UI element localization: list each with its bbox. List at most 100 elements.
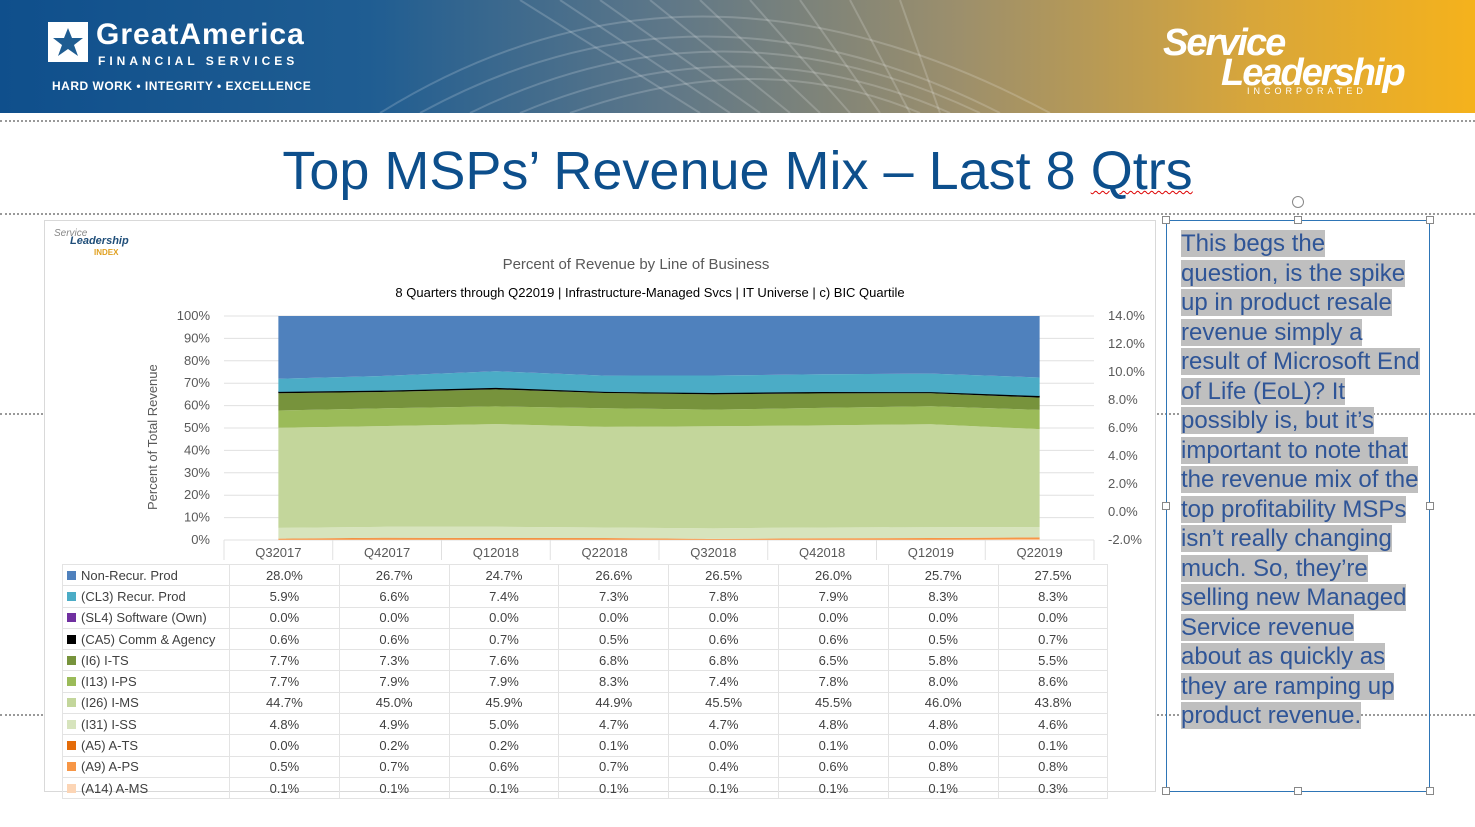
resize-handle[interactable] — [1426, 502, 1434, 510]
commentary-textbox[interactable]: This begs the question, is the spike up … — [1166, 220, 1430, 792]
table-cell: 45.0% — [338, 691, 450, 715]
table-cell: 7.7% — [229, 670, 340, 693]
table-cell: 7.6% — [448, 649, 560, 672]
table-cell: 46.0% — [887, 691, 999, 715]
sl-line1: Service — [1163, 22, 1286, 64]
table-cell: 0.4% — [668, 755, 779, 778]
table-row: (A5) A-TS 0.0% 0.2% 0.2% 0.1% 0.0% 0.1% 0.0% 0.1… — [62, 734, 1109, 757]
series-legend-key: (A5) A-TS — [62, 734, 230, 757]
table-cell: 28.0% — [229, 563, 340, 587]
table-row: Non-Recur. Prod 28.0% 26.7% 24.7% 26.6% 26.5%… — [62, 563, 1109, 587]
area-a14-a-ms — [278, 539, 1040, 540]
table-row: (I26) I-MS 44.7% 45.0% 45.9% 44.9% 45.5% 45.5%… — [62, 691, 1109, 715]
x-tick-label: Q12019 — [908, 545, 954, 560]
series-name: (CA5) Comm & Agency — [81, 631, 216, 647]
commentary-highlight: This begs the question, is the spike up … — [1181, 230, 1420, 729]
table-cell: 7.4% — [448, 585, 560, 608]
series-legend-key: (SL4) Software (Own) — [62, 606, 230, 629]
table-cell: 0.5% — [887, 627, 999, 651]
commentary-text: This begs the question, is the spike up … — [1181, 229, 1421, 731]
legend-swatch — [67, 570, 76, 580]
table-cell: 6.8% — [558, 649, 670, 672]
y2-tick-label: 2.0% — [1108, 476, 1138, 491]
table-cell: 0.1% — [997, 734, 1109, 757]
resize-handle[interactable] — [1162, 502, 1170, 510]
area-chart: 0% 10% 20% 30% 40% 50% 60% 70% 80% 90% 100% -2.0% 0.… — [177, 308, 1145, 560]
table-row: (SL4) Software (Own) 0.0% 0.0% 0.0% 0.0% 0.0%… — [62, 606, 1109, 629]
table-cell: 0.6% — [777, 627, 889, 651]
x-tick-label: Q12018 — [473, 545, 519, 560]
y-tick-label: 50% — [184, 420, 210, 435]
table-cell: 8.6% — [997, 670, 1109, 693]
y-tick-label: 100% — [177, 308, 211, 323]
banner-arc-pattern — [379, 0, 1051, 113]
series-legend-key: (I6) I-TS — [62, 649, 230, 672]
area-a5-a-ts — [278, 537, 1040, 539]
table-cell: 8.3% — [887, 585, 999, 608]
table-cell: 7.7% — [229, 649, 340, 672]
x-tick-label: Q22018 — [581, 545, 627, 560]
series-legend-key: (A9) A-PS — [62, 755, 230, 778]
table-cell: 4.8% — [777, 713, 889, 736]
y-tick-label: 90% — [184, 330, 210, 345]
series-name: Non-Recur. Prod — [81, 567, 178, 583]
table-cell: 0.2% — [338, 734, 450, 757]
area-a9-a-ps — [278, 537, 1040, 540]
table-cell: 0.6% — [229, 627, 340, 651]
table-cell: 0.5% — [229, 755, 340, 778]
area-i6-i-ts — [278, 389, 1040, 411]
resize-handle[interactable] — [1162, 216, 1170, 224]
table-cell: 8.3% — [997, 585, 1109, 608]
resize-handle[interactable] — [1426, 216, 1434, 224]
x-tick-label: Q42017 — [364, 545, 410, 560]
legend-swatch — [67, 698, 76, 708]
table-cell: 0.6% — [777, 755, 889, 778]
table-cell: 4.7% — [558, 713, 670, 736]
table-cell: 7.8% — [777, 670, 889, 693]
legend-swatch — [67, 634, 76, 644]
y2-tick-label: 10.0% — [1108, 364, 1145, 379]
legend-swatch — [67, 762, 76, 772]
table-cell: 7.4% — [668, 670, 779, 693]
table-cell: 43.8% — [997, 691, 1109, 715]
series-name: (I26) I-MS — [81, 695, 139, 711]
table-cell: 7.8% — [668, 585, 779, 608]
resize-handle[interactable] — [1162, 787, 1170, 795]
table-cell: 0.1% — [558, 776, 670, 800]
series-name: (I6) I-TS — [81, 652, 129, 668]
resize-handle[interactable] — [1294, 216, 1302, 224]
area-non-recur-prod — [278, 316, 1040, 379]
table-cell: 26.5% — [668, 563, 779, 587]
series-legend-key: (A14) A-MS — [62, 776, 230, 800]
y2-tick-label: 6.0% — [1108, 420, 1138, 435]
table-cell: 0.0% — [229, 734, 340, 757]
table-cell: 6.8% — [668, 649, 779, 672]
table-cell: 0.0% — [777, 606, 889, 629]
table-cell: 0.1% — [887, 776, 999, 800]
resize-handle[interactable] — [1426, 787, 1434, 795]
area-cl3-recur-prod — [278, 371, 1040, 397]
legend-swatch — [67, 613, 76, 623]
chart-title: Percent of Revenue by Line of Business — [502, 256, 770, 273]
series-name: (I13) I-PS — [81, 674, 137, 690]
x-tick-label: Q32017 — [255, 545, 301, 560]
table-cell: 4.9% — [338, 713, 450, 736]
rotate-handle-icon[interactable] — [1292, 196, 1304, 208]
table-cell: 5.5% — [997, 649, 1109, 672]
table-cell: 0.0% — [887, 606, 999, 629]
ga-brand-sub: FINANCIAL SERVICES — [98, 54, 299, 68]
series-name: (A5) A-TS — [81, 738, 139, 754]
sli-line1: Service — [54, 228, 88, 239]
table-cell: 4.8% — [229, 713, 340, 736]
resize-handle[interactable] — [1294, 787, 1302, 795]
slide-title[interactable]: Top MSPs’ Revenue Mix – Last 8 Qtrs — [0, 140, 1475, 202]
table-cell: 44.7% — [229, 691, 340, 715]
area-i31-i-ss — [278, 526, 1040, 539]
table-cell: 0.8% — [997, 755, 1109, 778]
table-cell: 0.8% — [887, 755, 999, 778]
y-tick-label: 80% — [184, 353, 210, 368]
table-cell: 7.3% — [338, 649, 450, 672]
table-row: (I6) I-TS 7.7% 7.3% 7.6% 6.8% 6.8% 6.5% 5.8% 5.5… — [62, 649, 1109, 672]
table-cell: 27.5% — [997, 563, 1109, 587]
table-cell: 26.7% — [338, 563, 450, 587]
